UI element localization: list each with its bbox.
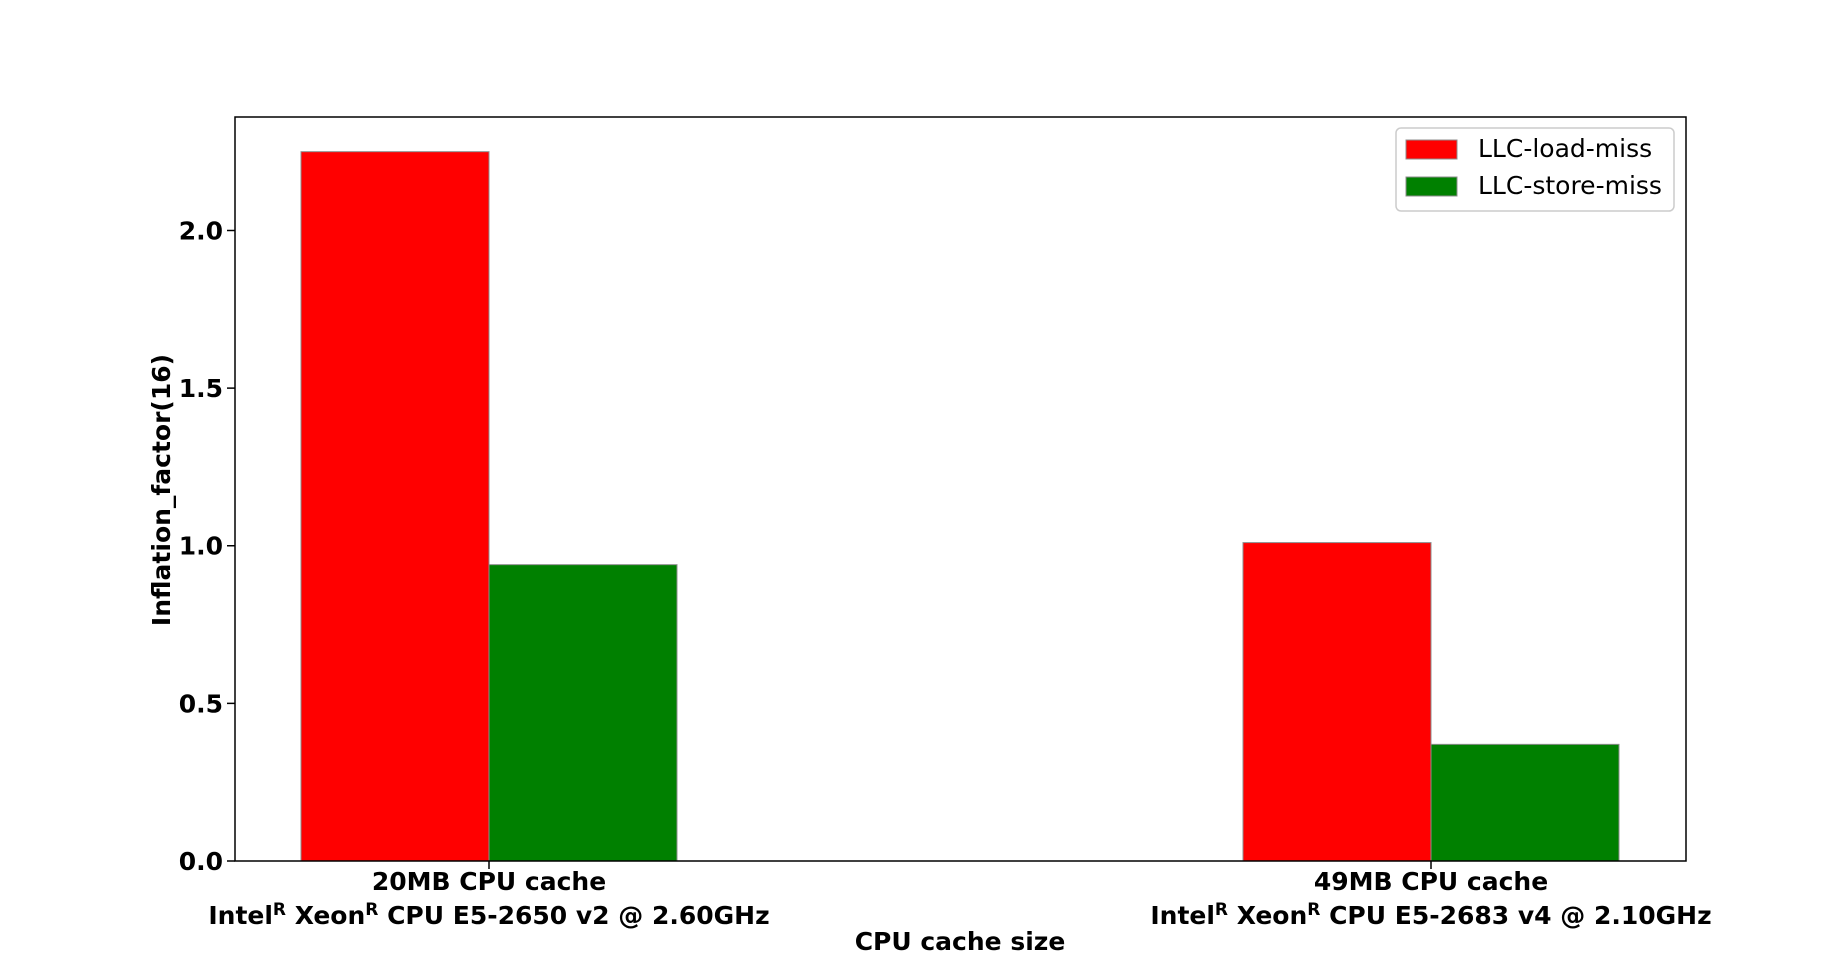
bar-llc-store-miss-1 (488, 564, 678, 862)
legend-swatch-llc-load-miss (1405, 139, 1458, 160)
registered-superscript: R (365, 900, 378, 920)
bars-layer (300, 151, 1620, 862)
cpu-name-part: Intel (208, 901, 273, 930)
y-tick-label: 0.0 (179, 847, 223, 876)
plot-frame (234, 116, 1687, 862)
legend-swatch-llc-store-miss (1405, 176, 1458, 197)
bar-llc-load-miss-2 (1242, 542, 1432, 862)
registered-superscript: R (273, 900, 286, 920)
x-tick-label-cache: 20MB CPU cache (372, 867, 606, 896)
bar-llc-load-miss-1 (300, 151, 490, 862)
legend: LLC-load-miss LLC-store-miss (1395, 127, 1675, 212)
registered-superscript: R (1307, 900, 1320, 920)
legend-frame (1395, 127, 1675, 212)
legend-label-llc-load-miss: LLC-load-miss (1478, 134, 1652, 163)
x-tick-label-cpu: IntelR XeonR CPU E5-2683 v4 @ 2.10GHz (1150, 900, 1711, 930)
y-tick-label: 1.0 (179, 532, 223, 561)
y-tick-label: 1.5 (179, 374, 223, 403)
registered-superscript: R (1215, 900, 1228, 920)
x-tick-label-cpu: IntelR XeonR CPU E5-2650 v2 @ 2.60GHz (208, 900, 769, 930)
x-tick-label-cache: 49MB CPU cache (1314, 867, 1548, 896)
x-axis-title: CPU cache size (855, 927, 1066, 955)
cpu-name-part: Intel (1150, 901, 1215, 930)
legend-label-llc-store-miss: LLC-store-miss (1478, 171, 1662, 200)
cpu-name-part: CPU E5-2683 v4 @ 2.10GHz (1320, 901, 1711, 930)
y-tick-label: 2.0 (179, 216, 223, 245)
y-tick-label: 0.5 (179, 689, 223, 718)
y-axis: 0.0 0.5 1.0 1.5 2.0 (179, 216, 235, 876)
cpu-name-part: CPU E5-2650 v2 @ 2.60GHz (378, 901, 769, 930)
y-axis-title: Inflation_factor(16) (147, 354, 176, 626)
bar-llc-store-miss-2 (1430, 743, 1620, 862)
cpu-name-part: Xeon (286, 901, 365, 930)
cpu-name-part: Xeon (1228, 901, 1307, 930)
